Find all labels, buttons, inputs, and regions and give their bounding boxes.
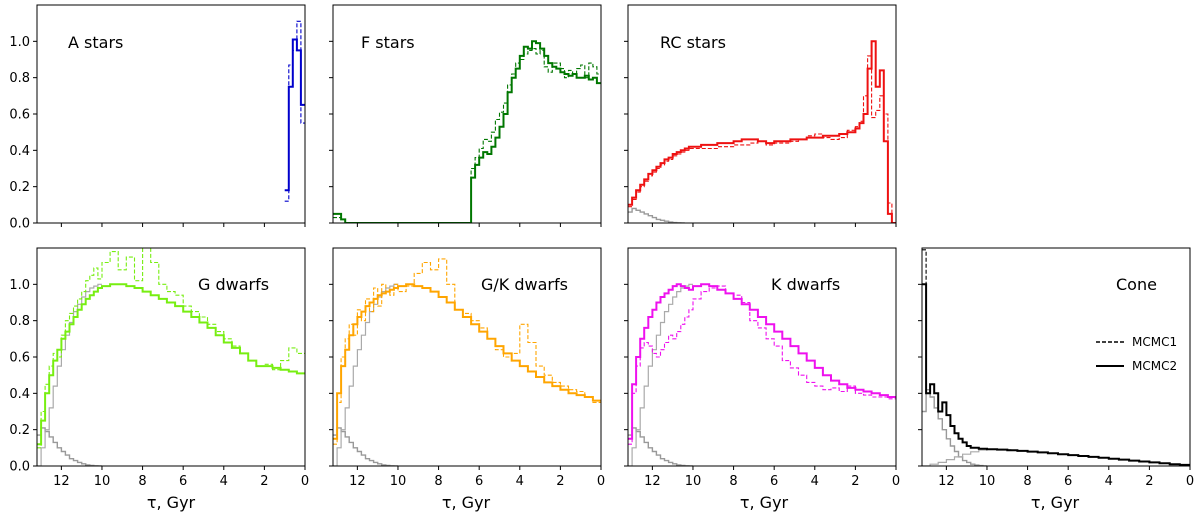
- series-mcmc1-rc_stars: [628, 55, 896, 223]
- gray-component-gk_dwarfs: [333, 427, 398, 466]
- xtick-label: 2: [1145, 474, 1153, 489]
- series-mcmc2-f_stars: [333, 40, 601, 223]
- series-mcmc1-f_stars: [333, 48, 601, 223]
- panel-a_stars: 0.0 0.2 0.4 0.6 0.8 1.0 A stars: [9, 4, 306, 232]
- panel-title-k_dwarfs: K dwarfs: [771, 275, 840, 294]
- xtick-label: 8: [138, 474, 146, 489]
- gray-component-rc_stars: [628, 207, 685, 223]
- xtick-label: 12: [53, 474, 70, 489]
- xtick-label: 0: [301, 474, 309, 489]
- xtick-label: 6: [475, 474, 483, 489]
- panel-title-g_dwarfs: G dwarfs: [198, 275, 269, 294]
- series-mcmc2-a_stars: [284, 38, 305, 192]
- panel-title-gk_dwarfs: G/K dwarfs: [481, 275, 568, 294]
- xtick-label: 0: [1186, 474, 1194, 489]
- gray-rise-cone: [922, 448, 1012, 466]
- series-mcmc1-gk_dwarfs: [333, 258, 601, 445]
- ytick-label: 1.0: [9, 35, 30, 50]
- xtick-label: 4: [220, 474, 228, 489]
- plot-area-g_dwarfs: [37, 248, 305, 466]
- ytick-label: 0.4: [9, 387, 30, 402]
- gray-component-cone: [922, 389, 987, 466]
- series-mcmc2-g_dwarfs: [37, 283, 305, 446]
- plot-area-f_stars: [333, 40, 601, 223]
- xtick-label: 8: [1023, 474, 1031, 489]
- panel-g_dwarfs: 0.0 0.2 0.4 0.6 0.8 1.0 12 10 8 6 4 2 0 G dwarfs: [9, 247, 309, 489]
- ytick-label: 0.6: [9, 108, 30, 123]
- xtick-label: 0: [597, 474, 605, 489]
- ytick-label: 0.2: [9, 180, 30, 195]
- xtick-label: 2: [851, 474, 859, 489]
- xtick-label: 4: [811, 474, 819, 489]
- panel-title-f_stars: F stars: [361, 33, 415, 52]
- legend-dashed-label: MCMC1: [1132, 335, 1177, 349]
- ytick-label: 0.8: [9, 71, 30, 86]
- gray-rise-g_dwarfs: [37, 283, 102, 466]
- series-mcmc1-a_stars: [284, 20, 305, 202]
- xtick-label: 2: [260, 474, 268, 489]
- xtick-label: 8: [434, 474, 442, 489]
- xtick-label: 6: [1064, 474, 1072, 489]
- plot-area-k_dwarfs: [628, 283, 896, 466]
- gray-rise-gk_dwarfs: [333, 283, 398, 466]
- legend-solid-label: MCMC2: [1132, 359, 1177, 373]
- plot-area-a_stars: [284, 20, 305, 202]
- gray-rise-k_dwarfs: [628, 283, 693, 466]
- series-mcmc2-gk_dwarfs: [333, 283, 601, 440]
- ytick-label: 0.0: [9, 217, 30, 232]
- xtick-label: 10: [94, 474, 111, 489]
- xtick-label: 10: [979, 474, 996, 489]
- panel-f_stars: F stars: [329, 4, 602, 227]
- xtick-label: 2: [556, 474, 564, 489]
- xtick-label: 0: [892, 474, 900, 489]
- xtick-label: 10: [390, 474, 407, 489]
- gray-component-g_dwarfs: [37, 427, 102, 466]
- series-mcmc2-rc_stars: [628, 40, 896, 223]
- ytick-label: 0.8: [9, 314, 30, 329]
- panel-title-cone: Cone: [1116, 275, 1157, 294]
- ytick-label: 0.6: [9, 351, 30, 366]
- panel-cone: 12 10 8 6 4 2 0 Cone: [918, 247, 1194, 489]
- xlabel-gds: τ, Gyr: [147, 493, 196, 512]
- xtick-label: 8: [729, 474, 737, 489]
- xtick-label: 10: [685, 474, 702, 489]
- panel-title-rc_stars: RC stars: [660, 33, 726, 52]
- ytick-label: 0.4: [9, 144, 30, 159]
- plot-area-gk_dwarfs: [333, 258, 601, 466]
- axes-frame-k_dwarfs: [627, 247, 897, 467]
- panel-title-a_stars: A stars: [68, 33, 123, 52]
- plot-area-cone: [922, 249, 1190, 466]
- xtick-label: 12: [349, 474, 366, 489]
- xlabel-gkdwarfs: τ, Gyr: [442, 493, 491, 512]
- gray-component-k_dwarfs: [628, 427, 693, 466]
- series-mcmc2-k_dwarfs: [628, 283, 896, 440]
- panel-gk_dwarfs: 12 10 8 6 4 2 0 G/K dwarfs: [329, 247, 605, 489]
- xtick-label: 6: [770, 474, 778, 489]
- series-mcmc2-cone: [922, 283, 1190, 466]
- xtick-label: 4: [1105, 474, 1113, 489]
- xlabel-cone: τ, Gyr: [1031, 493, 1080, 512]
- ytick-label: 0.2: [9, 423, 30, 438]
- xtick-label: 6: [179, 474, 187, 489]
- xtick-label: 12: [644, 474, 661, 489]
- panel-k_dwarfs: 12 10 8 6 4 2 0 K dwarfs: [624, 247, 900, 489]
- ytick-label: 0.0: [9, 460, 30, 475]
- xtick-label: 4: [516, 474, 524, 489]
- legend: MCMC1 MCMC2: [1096, 335, 1177, 373]
- panel-rc_stars: RC stars: [624, 4, 897, 227]
- ytick-label: 1.0: [9, 278, 30, 293]
- plot-area-rc_stars: [628, 40, 896, 223]
- xtick-label: 12: [938, 474, 955, 489]
- xlabel-kdwarfs: τ, Gyr: [740, 493, 789, 512]
